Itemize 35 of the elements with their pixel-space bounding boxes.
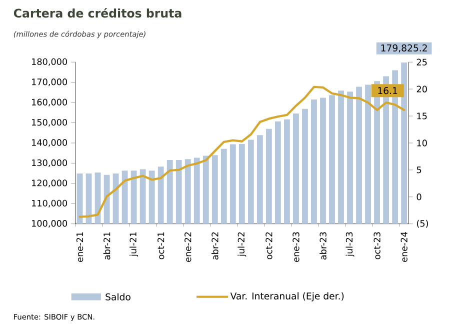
legend-label: Var. Interanual (Eje der.) [230, 292, 344, 302]
y-tick-label: 160,000 [32, 98, 68, 106]
y2-tick-label: (5) [416, 220, 428, 228]
legend-label: Saldo [106, 293, 130, 300]
x-tick-label: oct-22 [266, 232, 272, 260]
y-tick-label: 110,000 [32, 200, 68, 208]
y-tick-label: 180,000 [32, 58, 68, 66]
y2-tick-label: 15 [417, 112, 427, 120]
y2-tick-label: 5 [416, 166, 422, 174]
chart-title: Cartera de créditos bruta [14, 8, 182, 18]
line-series [78, 86, 406, 218]
y-tick-label: 170,000 [32, 78, 68, 86]
data-label: 179,825.2 [381, 44, 427, 52]
y-tick-label: 140,000 [32, 139, 68, 147]
x-tick-label: ene-23 [292, 232, 300, 262]
x-tick-label: abr-22 [211, 232, 218, 260]
y2-tick-label: 10 [417, 140, 427, 146]
y2-tick-label: 20 [416, 86, 427, 92]
x-tick-label: abr-23 [320, 232, 326, 260]
y-tick-label: 150,000 [32, 118, 68, 126]
x-tick-label: jul-22 [238, 232, 246, 256]
x-tick-label: ene-21 [76, 232, 84, 262]
x-tick-label: oct-21 [158, 232, 164, 260]
x-tick-label: ene-22 [184, 232, 192, 262]
x-tick-label: ene-24 [400, 232, 408, 262]
y-tick-label: 130,000 [32, 159, 68, 167]
x-tick-label: abr-21 [103, 232, 110, 260]
data-label: 16.1 [378, 86, 398, 94]
x-tick-label: jul-23 [346, 232, 354, 256]
y2-tick-label: 0 [416, 193, 422, 200]
x-tick-label: jul-21 [130, 232, 138, 256]
y2-tick-label: 25 [416, 58, 427, 66]
x-tick-label: oct-23 [374, 232, 380, 260]
y-tick-label: 120,000 [32, 179, 68, 188]
y-tick-label: 100,000 [32, 220, 68, 228]
